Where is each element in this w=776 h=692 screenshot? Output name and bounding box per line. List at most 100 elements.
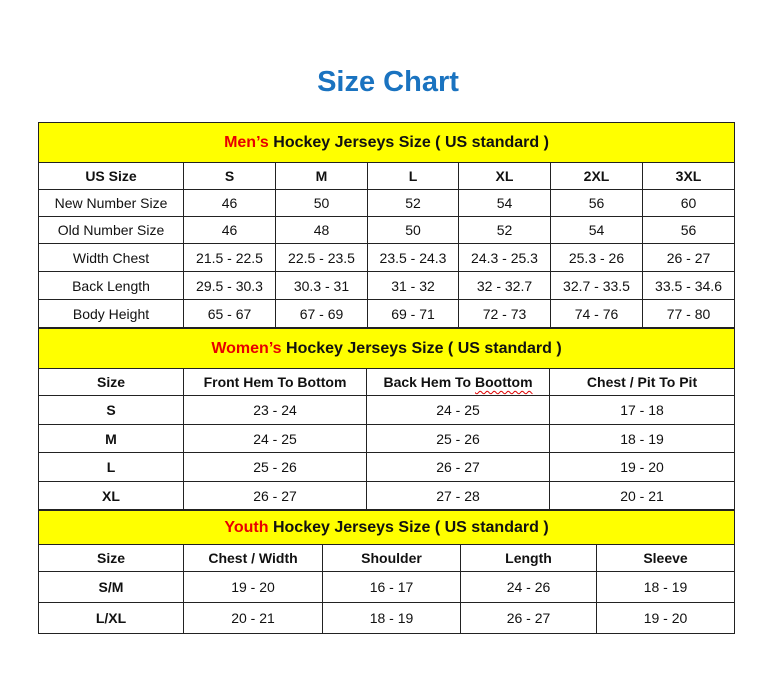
- table-cell: 56: [550, 189, 643, 217]
- table-cell: 18 - 19: [322, 602, 461, 634]
- table-row: Back Length 29.5 - 30.3 30.3 - 31 31 - 32 32…: [38, 271, 736, 300]
- header-cell: Front Hem To Bottom: [183, 368, 367, 396]
- table-cell: 52: [367, 189, 459, 217]
- table-cell: Chest / Width: [183, 544, 323, 572]
- size-chart: Men’s Hockey Jerseys Size ( US standard …: [37, 122, 736, 634]
- table-cell: 2XL: [550, 162, 643, 190]
- table-cell: Old Number Size: [38, 216, 184, 244]
- table-cell: 25.3 - 26: [550, 243, 643, 272]
- table-cell: 3XL: [641, 162, 736, 190]
- table-cell: 24 - 25: [183, 424, 367, 453]
- table-cell: 22.5 - 23.5: [275, 243, 368, 272]
- table-cell: S: [183, 162, 276, 190]
- table-cell: Back Length: [38, 271, 184, 300]
- table-cell: S/M: [38, 571, 184, 603]
- table-cell: 26 - 27: [366, 452, 550, 482]
- table-cell: 77 - 80: [641, 299, 736, 328]
- table-cell: 25 - 26: [183, 452, 367, 482]
- header-cell: Size: [38, 368, 184, 396]
- table-cell: 26 - 27: [641, 243, 736, 272]
- table-cell: US Size: [38, 162, 184, 190]
- men-heading: Hockey Jerseys Size ( US standard ): [268, 133, 549, 151]
- table-cell: 74 - 76: [550, 299, 643, 328]
- table-cell: 50: [275, 189, 368, 217]
- table-cell: 21.5 - 22.5: [183, 243, 276, 272]
- youth-section-title: Youth Hockey Jerseys Size ( US standard …: [37, 510, 736, 545]
- table-row: XL 26 - 27 27 - 28 20 - 21: [38, 481, 736, 510]
- men-table: Men’s Hockey Jerseys Size ( US standard …: [37, 122, 736, 328]
- youth-table: Youth Hockey Jerseys Size ( US standard …: [37, 510, 736, 634]
- table-cell: 32.7 - 33.5: [550, 271, 643, 300]
- table-cell: 26 - 27: [183, 481, 367, 510]
- table-cell: Size: [38, 544, 184, 572]
- table-row: M 24 - 25 25 - 26 18 - 19: [38, 424, 736, 453]
- table-row: New Number Size 46 50 52 54 56 60: [38, 189, 736, 217]
- youth-header-row: Size Chest / Width Shoulder Length Sleeve: [38, 544, 736, 572]
- men-section-title: Men’s Hockey Jerseys Size ( US standard …: [37, 122, 736, 163]
- table-cell: L: [38, 452, 184, 482]
- table-row: S 23 - 24 24 - 25 17 - 18: [38, 395, 736, 425]
- youth-heading: Hockey Jerseys Size ( US standard ): [268, 518, 549, 536]
- women-heading: Hockey Jerseys Size ( US standard ): [281, 339, 562, 357]
- table-row: Width Chest 21.5 - 22.5 22.5 - 23.5 23.5 - …: [38, 243, 736, 272]
- women-header-row: Size Front Hem To Bottom Back Hem To Boo…: [38, 368, 736, 396]
- men-header-row: US Size S M L XL 2XL 3XL: [38, 162, 736, 190]
- misspelled-word: Boottom: [475, 374, 533, 390]
- table-cell: 50: [367, 216, 459, 244]
- table-cell: 32 - 32.7: [458, 271, 551, 300]
- table-cell: XL: [38, 481, 184, 510]
- table-cell: 54: [550, 216, 643, 244]
- table-cell: Length: [460, 544, 597, 572]
- table-cell: New Number Size: [38, 189, 184, 217]
- table-row: L/XL 20 - 21 18 - 19 26 - 27 19 - 20: [38, 602, 736, 634]
- women-section-title: Women’s Hockey Jerseys Size ( US standar…: [37, 328, 736, 369]
- table-cell: 48: [275, 216, 368, 244]
- men-prefix: Men’s: [224, 133, 269, 151]
- table-row: S/M 19 - 20 16 - 17 24 - 26 18 - 19: [38, 571, 736, 603]
- table-cell: 33.5 - 34.6: [641, 271, 736, 300]
- women-prefix: Women’s: [211, 339, 282, 357]
- table-cell: 24 - 25: [366, 395, 550, 425]
- table-cell: 26 - 27: [460, 602, 597, 634]
- table-cell: 19 - 20: [183, 571, 323, 603]
- table-cell: 18 - 19: [548, 424, 736, 453]
- header-cell: Chest / Pit To Pit: [548, 368, 736, 396]
- table-cell: M: [38, 424, 184, 453]
- table-cell: Body Height: [38, 299, 184, 328]
- table-cell: M: [275, 162, 368, 190]
- table-cell: 54: [458, 189, 551, 217]
- table-cell: 67 - 69: [275, 299, 368, 328]
- table-row: L 25 - 26 26 - 27 19 - 20: [38, 452, 736, 482]
- table-cell: 16 - 17: [322, 571, 461, 603]
- table-cell: 20 - 21: [183, 602, 323, 634]
- table-cell: 23.5 - 24.3: [367, 243, 459, 272]
- table-cell: 56: [641, 216, 736, 244]
- table-cell: 60: [641, 189, 736, 217]
- table-cell: 23 - 24: [183, 395, 367, 425]
- table-cell: 46: [183, 216, 276, 244]
- women-table: Women’s Hockey Jerseys Size ( US standar…: [37, 328, 736, 510]
- table-cell: 72 - 73: [458, 299, 551, 328]
- table-cell: 24.3 - 25.3: [458, 243, 551, 272]
- table-cell: 17 - 18: [548, 395, 736, 425]
- table-cell: Sleeve: [595, 544, 736, 572]
- table-cell: 19 - 20: [595, 602, 736, 634]
- table-cell: 65 - 67: [183, 299, 276, 328]
- youth-prefix: Youth: [224, 518, 269, 536]
- table-cell: 29.5 - 30.3: [183, 271, 276, 300]
- table-cell: 18 - 19: [595, 571, 736, 603]
- page-title: Size Chart: [317, 66, 459, 98]
- header-cell: Back Hem To Boottom: [366, 368, 550, 396]
- table-cell: Width Chest: [38, 243, 184, 272]
- table-cell: L/XL: [38, 602, 184, 634]
- table-cell: 25 - 26: [366, 424, 550, 453]
- table-cell: L: [367, 162, 459, 190]
- table-cell: XL: [458, 162, 551, 190]
- table-cell: 24 - 26: [460, 571, 597, 603]
- table-cell: 52: [458, 216, 551, 244]
- table-row: Old Number Size 46 48 50 52 54 56: [38, 216, 736, 244]
- table-cell: 46: [183, 189, 276, 217]
- table-cell: 69 - 71: [367, 299, 459, 328]
- table-row: Body Height 65 - 67 67 - 69 69 - 71 72 - 73 7…: [38, 299, 736, 328]
- table-cell: 31 - 32: [367, 271, 459, 300]
